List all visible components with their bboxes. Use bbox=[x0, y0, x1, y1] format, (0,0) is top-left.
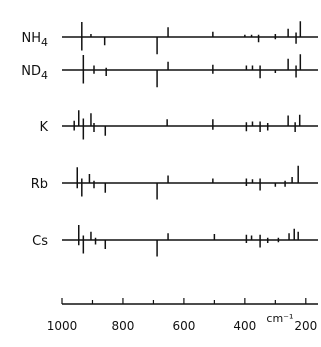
series-label-rb: Rb bbox=[31, 177, 48, 192]
series-label-subscript: 4 bbox=[41, 69, 48, 82]
spectrum-row-nh4: NH4 bbox=[22, 21, 318, 55]
series-label-subscript: 4 bbox=[41, 36, 48, 49]
series-label-main: Cs bbox=[32, 234, 48, 249]
wavenumber-axis: 1000 800 600 400 200 cm⁻¹ bbox=[47, 298, 318, 333]
series-label-main: ND bbox=[21, 64, 41, 79]
x-tick-label: 800 bbox=[111, 319, 134, 333]
x-axis-ticks: 1000 800 600 400 200 bbox=[47, 298, 317, 333]
x-tick-label: 400 bbox=[233, 319, 256, 333]
x-tick-label: 1000 bbox=[47, 319, 78, 333]
x-tick-label: 600 bbox=[172, 319, 195, 333]
series-label-nd4: ND4 bbox=[21, 64, 48, 82]
series-label-main: K bbox=[39, 120, 48, 135]
series-label-main: Rb bbox=[31, 177, 48, 192]
spectrum-row-cs: Cs bbox=[32, 225, 318, 257]
spectrum-row-k: K bbox=[39, 110, 318, 140]
series-label-nh4: NH4 bbox=[22, 31, 49, 49]
x-tick-label: 200 bbox=[294, 319, 317, 333]
series-label-k: K bbox=[39, 120, 48, 135]
spectrum-row-rb: Rb bbox=[31, 165, 318, 200]
series-label-cs: Cs bbox=[32, 234, 48, 249]
x-axis-unit-label: cm⁻¹ bbox=[266, 312, 293, 325]
spectrum-row-nd4: ND4 bbox=[21, 54, 318, 88]
series-label-main: NH bbox=[22, 31, 42, 46]
